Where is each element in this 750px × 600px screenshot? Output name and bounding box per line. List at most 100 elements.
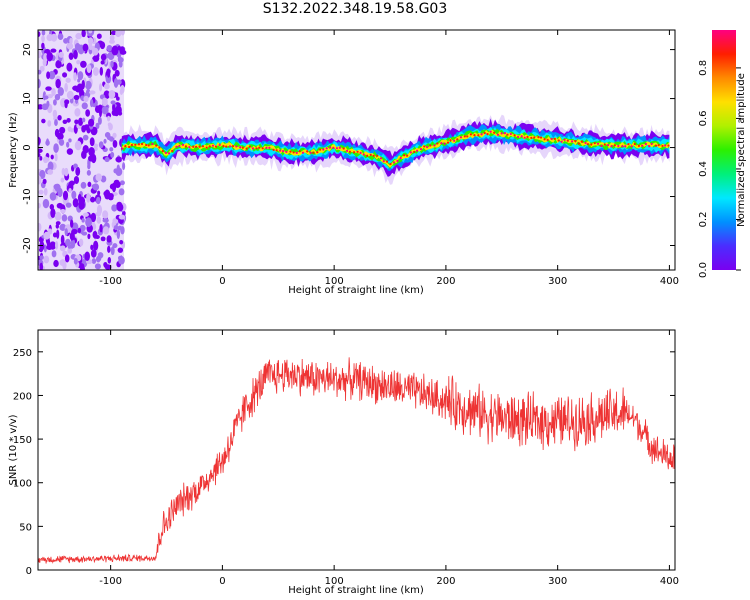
trace-peak — [477, 134, 480, 137]
noise-speck — [109, 183, 116, 190]
noise-speck — [96, 33, 102, 39]
heatmap-noise-region — [38, 30, 127, 270]
noise-speck — [81, 30, 86, 38]
noise-speck — [57, 187, 63, 198]
noise-speck — [74, 119, 79, 125]
trace-peak — [596, 142, 600, 145]
noise-speck — [48, 70, 56, 80]
colorbar: 0.0 0.2 0.4 0.6 0.8 Normalized spectral ampl… — [698, 30, 747, 278]
trace-peak — [648, 145, 651, 148]
noise-speck — [80, 181, 87, 189]
noise-speck — [110, 30, 117, 36]
trace-peak — [225, 145, 228, 148]
noise-speck — [41, 118, 46, 124]
trace-peak — [205, 146, 208, 149]
noise-speck — [90, 212, 97, 223]
trace-peak — [403, 154, 406, 157]
noise-speck — [117, 255, 124, 261]
spectrogram-y-axis-label: Frequency (Hz) — [8, 112, 19, 188]
noise-speck — [38, 152, 41, 158]
trace-peak — [570, 140, 574, 143]
noise-speck — [81, 117, 86, 123]
trace-peak — [298, 150, 301, 153]
snr-y-tick-label: 0 — [26, 566, 32, 577]
noise-speck — [64, 82, 68, 93]
noise-speck — [84, 251, 90, 261]
noise-speck — [74, 140, 82, 151]
noise-speck — [64, 228, 68, 236]
noise-speck — [106, 134, 111, 141]
trace-peak — [429, 144, 432, 147]
trace-peak — [473, 133, 476, 137]
snr-x-tick-label: 300 — [548, 576, 567, 587]
trace-peak — [593, 142, 596, 145]
colorbar-label: Normalized spectral amplitude — [736, 73, 747, 227]
noise-speck — [44, 157, 50, 162]
noise-speck — [66, 42, 74, 50]
trace-peak — [546, 138, 549, 141]
noise-speck — [65, 77, 71, 83]
noise-speck — [55, 78, 61, 89]
trace-peak — [281, 149, 285, 153]
noise-speck — [81, 79, 85, 90]
noise-speck — [42, 95, 49, 100]
noise-speck — [99, 223, 103, 233]
noise-speck — [109, 147, 114, 152]
noise-speck — [39, 156, 43, 161]
noise-speck — [54, 240, 59, 250]
noise-speck — [102, 226, 110, 235]
trace-peak — [409, 151, 412, 154]
trace-peak — [650, 142, 653, 146]
noise-speck — [103, 190, 109, 197]
noise-speck — [58, 51, 64, 58]
noise-speck — [94, 212, 101, 217]
noise-speck — [117, 225, 122, 231]
trace-peak — [433, 144, 436, 147]
trace-peak — [667, 144, 670, 147]
noise-speck — [42, 198, 50, 209]
spectrogram-x-axis-label: Height of straight line (km) — [288, 285, 424, 296]
chart-title: S132.2022.348.19.58.G03 — [262, 1, 448, 17]
noise-speck — [93, 143, 99, 149]
trace-peak — [251, 147, 255, 150]
noise-speck — [39, 262, 44, 270]
noise-speck — [106, 115, 111, 122]
noise-speck — [98, 107, 102, 118]
trace-peak — [279, 149, 282, 152]
trace-peak — [553, 137, 556, 141]
noise-speck — [39, 65, 45, 72]
noise-speck — [73, 49, 78, 60]
noise-speck — [75, 166, 81, 176]
noise-speck — [72, 198, 79, 208]
trace-peak — [483, 131, 486, 135]
trace-peak — [530, 136, 533, 139]
trace-peak — [248, 145, 251, 148]
noise-speck — [57, 114, 62, 121]
trace-peak — [606, 143, 610, 147]
noise-speck — [88, 118, 95, 127]
noise-speck — [75, 32, 82, 40]
trace-peak — [255, 147, 258, 150]
snr-y-axis-label: SNR (10 * v/v) — [8, 414, 19, 485]
noise-speck — [85, 217, 92, 228]
trace-peak — [603, 143, 606, 146]
trace-peak — [621, 145, 624, 148]
noise-speck — [73, 258, 78, 265]
spectrogram-y-tick-label: 0 — [22, 144, 33, 150]
noise-speck — [118, 188, 125, 196]
noise-speck — [91, 258, 97, 264]
noise-speck — [52, 232, 58, 238]
noise-speck — [83, 95, 89, 103]
noise-speck — [85, 109, 91, 117]
trace-peak — [376, 154, 379, 157]
noise-speck — [38, 136, 41, 146]
noise-speck — [69, 37, 73, 45]
trace-peak — [617, 144, 620, 148]
noise-speck — [59, 223, 67, 231]
trace-peak — [295, 151, 298, 154]
noise-speck — [67, 247, 73, 254]
noise-speck — [51, 250, 57, 258]
noise-speck — [78, 200, 85, 210]
noise-speck — [100, 175, 107, 183]
noise-speck — [49, 203, 55, 210]
